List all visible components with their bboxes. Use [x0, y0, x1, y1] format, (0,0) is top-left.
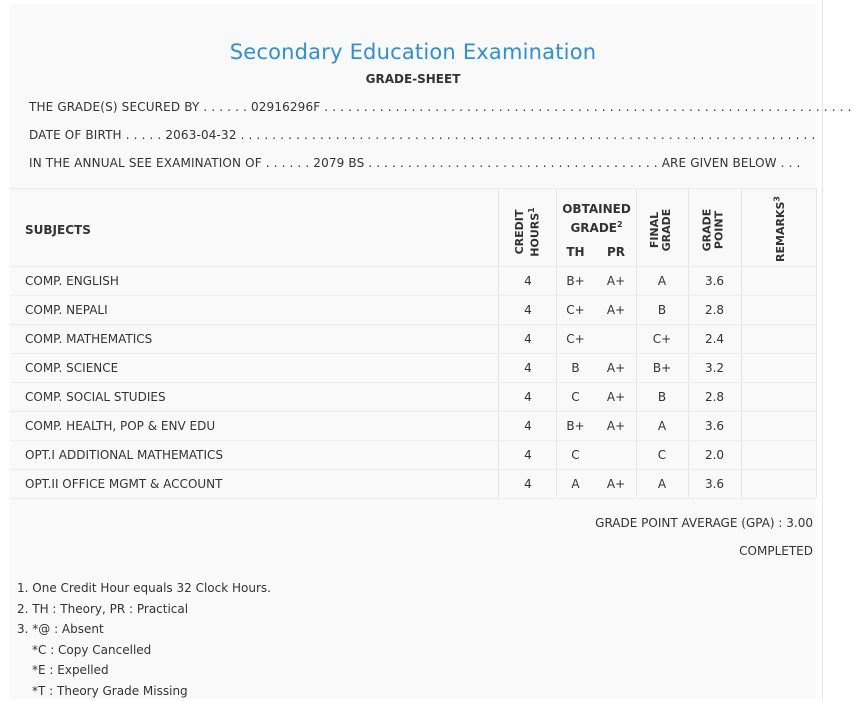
- table-row: COMP. HEALTH, POP & ENV EDU 4 B+ A+ A 3.…: [10, 411, 816, 440]
- grade-point: 3.6: [688, 470, 741, 498]
- final-grade: A: [636, 267, 688, 295]
- subject-name: COMP. ENGLISH: [25, 267, 119, 295]
- grade-point: 2.4: [688, 325, 741, 353]
- obtained-label: OBTAINED: [557, 201, 636, 217]
- credit-hours: 4: [500, 296, 556, 324]
- table-row: OPT.II OFFICE MGMT & ACCOUNT 4 A A+ A 3.…: [10, 469, 816, 499]
- grade-point: 2.8: [688, 383, 741, 411]
- grade-text: GRADE: [570, 221, 617, 235]
- pr-header: PR: [596, 245, 636, 259]
- grade-label: GRADE2: [557, 217, 636, 236]
- credit-hours: 4: [500, 383, 556, 411]
- final-grade: B: [636, 296, 688, 324]
- dob-value: 2063-04-32: [165, 128, 236, 142]
- subject-name: OPT.II OFFICE MGMT & ACCOUNT: [25, 470, 222, 498]
- col-divider: [816, 188, 817, 497]
- theory-grade: C+: [557, 296, 594, 324]
- dob-line: DATE OF BIRTH . . . . . 2063-04-32 . . .…: [29, 128, 815, 142]
- dob-label: DATE OF BIRTH: [29, 128, 122, 142]
- subject-name: COMP. SOCIAL STUDIES: [25, 383, 166, 411]
- gpa-summary: GRADE POINT AVERAGE (GPA) : 3.00: [595, 516, 813, 530]
- page-shell: Secondary Education Examination GRADE-SH…: [0, 0, 823, 699]
- practical-grade: [596, 441, 636, 469]
- practical-grade: A+: [596, 296, 636, 324]
- footnote: *E : Expelled: [17, 660, 271, 681]
- theory-grade: B: [557, 354, 594, 382]
- credit-hours: 4: [500, 354, 556, 382]
- footnote: *C : Copy Cancelled: [17, 640, 271, 661]
- subject-name: COMP. MATHEMATICS: [25, 325, 152, 353]
- final-grade: C: [636, 441, 688, 469]
- table-row: COMP. SOCIAL STUDIES 4 C A+ B 2.8: [10, 382, 816, 411]
- final-grade: B: [636, 383, 688, 411]
- remarks-header: REMARKS3: [772, 192, 786, 267]
- exam-year: 2079 BS: [313, 156, 364, 170]
- credit-hours: 4: [500, 267, 556, 295]
- table-row: COMP. NEPALI 4 C+ A+ B 2.8: [10, 295, 816, 324]
- final-grade: C+: [636, 325, 688, 353]
- subject-name: COMP. HEALTH, POP & ENV EDU: [25, 412, 215, 440]
- credit-hours-header: CREDIT HOURS1: [514, 203, 540, 261]
- final-grade-header: FINAL GRADE: [649, 204, 675, 256]
- grade-point: 3.2: [688, 354, 741, 382]
- final-grade: A: [636, 470, 688, 498]
- exam-title: Secondary Education Examination: [10, 40, 816, 64]
- final-grade-label: GRADE: [661, 204, 673, 256]
- grade-point-header: GRADE POINT: [702, 204, 728, 257]
- footnote: *T : Theory Grade Missing: [17, 681, 271, 701]
- table-header: SUBJECTS CREDIT HOURS1 OBTAINED GRADE2 T…: [10, 188, 816, 267]
- credit-hours: 4: [500, 325, 556, 353]
- exam-line: IN THE ANNUAL SEE EXAMINATION OF . . . .…: [29, 156, 800, 170]
- th-header: TH: [557, 245, 594, 259]
- theory-grade: C: [557, 441, 594, 469]
- given-below-text: ARE GIVEN BELOW: [662, 156, 777, 170]
- hours-text: HOURS: [529, 213, 542, 257]
- gp-point-label: POINT: [714, 204, 726, 257]
- obtained-grade-header: OBTAINED GRADE2: [557, 201, 636, 236]
- secured-by-line: THE GRADE(S) SECURED BY . . . . . . 0291…: [29, 100, 853, 114]
- practical-grade: A+: [596, 412, 636, 440]
- exam-label: IN THE ANNUAL SEE EXAMINATION OF: [29, 156, 262, 170]
- footnote: 2. TH : Theory, PR : Practical: [17, 599, 271, 620]
- theory-grade: C: [557, 383, 594, 411]
- symbol-number: 02916296F: [251, 100, 320, 114]
- secured-by-label: THE GRADE(S) SECURED BY: [29, 100, 199, 114]
- footnotes: 1. One Credit Hour equals 32 Clock Hours…: [17, 578, 271, 701]
- final-grade: B+: [636, 354, 688, 382]
- practical-grade: A+: [596, 267, 636, 295]
- footnote: 3. *@ : Absent: [17, 619, 271, 640]
- table-row: OPT.I ADDITIONAL MATHEMATICS 4 C C 2.0: [10, 440, 816, 469]
- theory-grade: A: [557, 470, 594, 498]
- subject-name: OPT.I ADDITIONAL MATHEMATICS: [25, 441, 223, 469]
- hours-label: HOURS1: [526, 203, 542, 261]
- grade-sheet-heading: GRADE-SHEET: [10, 72, 816, 86]
- practical-grade: A+: [596, 470, 636, 498]
- table-row: COMP. SCIENCE 4 B A+ B+ 3.2: [10, 353, 816, 382]
- theory-grade: C+: [557, 325, 594, 353]
- credit-hours: 4: [500, 470, 556, 498]
- credit-hours: 4: [500, 412, 556, 440]
- footnote: 1. One Credit Hour equals 32 Clock Hours…: [17, 578, 271, 599]
- grade-point: 2.0: [688, 441, 741, 469]
- grade-point: 3.6: [688, 267, 741, 295]
- remarks-label: REMARKS: [774, 202, 787, 262]
- practical-grade: A+: [596, 354, 636, 382]
- grades-table: SUBJECTS CREDIT HOURS1 OBTAINED GRADE2 T…: [10, 188, 816, 498]
- subjects-header: SUBJECTS: [25, 223, 91, 237]
- grade-point: 3.6: [688, 412, 741, 440]
- practical-grade: A+: [596, 383, 636, 411]
- grade-point: 2.8: [688, 296, 741, 324]
- subject-name: COMP. NEPALI: [25, 296, 108, 324]
- theory-grade: B+: [557, 267, 594, 295]
- subject-name: COMP. SCIENCE: [25, 354, 118, 382]
- table-row: COMP. MATHEMATICS 4 C+ C+ 2.4: [10, 324, 816, 353]
- result-status: COMPLETED: [739, 544, 813, 558]
- table-row: COMP. ENGLISH 4 B+ A+ A 3.6: [10, 266, 816, 295]
- credit-label: CREDIT: [514, 203, 526, 261]
- final-grade: A: [636, 412, 688, 440]
- theory-grade: B+: [557, 412, 594, 440]
- practical-grade: [596, 325, 636, 353]
- credit-hours: 4: [500, 441, 556, 469]
